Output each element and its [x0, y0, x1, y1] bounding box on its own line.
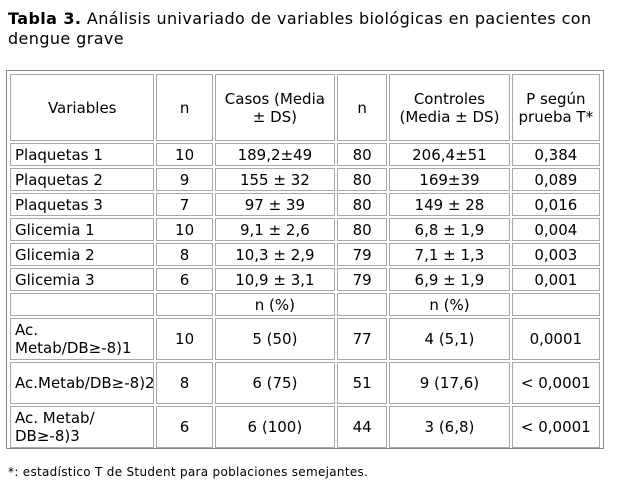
cell-p-value: < 0,0001 [511, 362, 600, 404]
cell-n-casos: 7 [156, 193, 213, 216]
cell-n-controles: 79 [337, 243, 388, 266]
cell-casos: 10,9 ± 3,1 [214, 268, 336, 291]
cell-empty [511, 293, 600, 316]
cell-controles: 3 (6,8) [389, 406, 510, 448]
cell-casos: 189,2±49 [214, 143, 336, 166]
cell-n-controles: 80 [337, 218, 388, 241]
cell-variable: Glicemia 1 [10, 218, 155, 241]
cell-controles: 4 (5,1) [389, 318, 510, 360]
table-row: Glicemia 3 6 10,9 ± 3,1 79 6,9 ± 1,9 0,001 [10, 268, 600, 291]
table-caption: Tabla 3. Análisis univariado de variable… [8, 9, 620, 49]
subheader-row: n (%) n (%) [10, 293, 600, 316]
header-casos: Casos (Media ± DS) [214, 74, 336, 141]
table-row: Ac. Metab/ DB≥-8)3 6 6 (100) 44 3 (6,8) < 0,0… [10, 406, 600, 448]
cell-casos: 5 (50) [214, 318, 336, 360]
cell-variable: Glicemia 2 [10, 243, 155, 266]
cell-variable: Plaquetas 2 [10, 168, 155, 191]
cell-empty [156, 293, 213, 316]
cell-controles: 149 ± 28 [389, 193, 510, 216]
footnote-text: : estadístico T de Student para poblacio… [14, 465, 369, 479]
cell-variable: Plaquetas 1 [10, 143, 155, 166]
cell-casos: 6 (100) [214, 406, 336, 448]
cell-p-value: < 0,0001 [511, 406, 600, 448]
table-row: Glicemia 1 10 9,1 ± 2,6 80 6,8 ± 1,9 0,004 [10, 218, 600, 241]
cell-p-value: 0,089 [511, 168, 600, 191]
cell-controles: 169±39 [389, 168, 510, 191]
subheader-controles: n (%) [389, 293, 510, 316]
cell-n-casos: 9 [156, 168, 213, 191]
cell-n-casos: 10 [156, 218, 213, 241]
cell-controles: 7,1 ± 1,3 [389, 243, 510, 266]
cell-casos: 10,3 ± 2,9 [214, 243, 336, 266]
cell-n-controles: 51 [337, 362, 388, 404]
cell-empty [10, 293, 155, 316]
cell-variable: Ac. Metab/DB≥-8)1 [10, 318, 155, 360]
results-table-container: Variables n Casos (Media ± DS) n Control… [6, 70, 604, 449]
cell-variable: Ac. Metab/ DB≥-8)3 [10, 406, 155, 448]
cell-variable: Plaquetas 3 [10, 193, 155, 216]
cell-controles: 6,9 ± 1,9 [389, 268, 510, 291]
cell-casos: 97 ± 39 [214, 193, 336, 216]
header-n-controles: n [337, 74, 388, 141]
cell-empty [337, 293, 388, 316]
cell-n-casos: 8 [156, 243, 213, 266]
cell-casos: 9,1 ± 2,6 [214, 218, 336, 241]
cell-p-value: 0,0001 [511, 318, 600, 360]
cell-controles: 9 (17,6) [389, 362, 510, 404]
cell-variable: Ac.Metab/DB≥-8)2 [10, 362, 155, 404]
cell-n-controles: 80 [337, 168, 388, 191]
header-n-casos: n [156, 74, 213, 141]
cell-n-controles: 77 [337, 318, 388, 360]
cell-n-casos: 6 [156, 406, 213, 448]
cell-variable: Glicemia 3 [10, 268, 155, 291]
cell-n-controles: 80 [337, 143, 388, 166]
footnote: *: estadístico T de Student para poblaci… [8, 465, 368, 479]
cell-n-controles: 80 [337, 193, 388, 216]
table-row: Ac. Metab/DB≥-8)1 10 5 (50) 77 4 (5,1) 0,0001 [10, 318, 600, 360]
header-variables: Variables [10, 74, 155, 141]
cell-controles: 206,4±51 [389, 143, 510, 166]
cell-n-casos: 10 [156, 318, 213, 360]
table-row: Plaquetas 3 7 97 ± 39 80 149 ± 28 0,016 [10, 193, 600, 216]
cell-casos: 6 (75) [214, 362, 336, 404]
subheader-casos: n (%) [214, 293, 336, 316]
cell-n-casos: 8 [156, 362, 213, 404]
table-row: Plaquetas 2 9 155 ± 32 80 169±39 0,089 [10, 168, 600, 191]
cell-n-controles: 44 [337, 406, 388, 448]
header-p-value: P según prueba T* [511, 74, 600, 141]
table-row: Plaquetas 1 10 189,2±49 80 206,4±51 0,384 [10, 143, 600, 166]
cell-p-value: 0,004 [511, 218, 600, 241]
cell-p-value: 0,016 [511, 193, 600, 216]
caption-label: Tabla 3. [8, 9, 82, 28]
footnote-mark: * [8, 465, 15, 479]
table-row: Glicemia 2 8 10,3 ± 2,9 79 7,1 ± 1,3 0,003 [10, 243, 600, 266]
cell-n-controles: 79 [337, 268, 388, 291]
cell-p-value: 0,001 [511, 268, 600, 291]
table-row: Ac.Metab/DB≥-8)2 8 6 (75) 51 9 (17,6) < 0,000… [10, 362, 600, 404]
results-table: Variables n Casos (Media ± DS) n Control… [8, 72, 602, 450]
cell-n-casos: 10 [156, 143, 213, 166]
cell-p-value: 0,003 [511, 243, 600, 266]
cell-controles: 6,8 ± 1,9 [389, 218, 510, 241]
cell-casos: 155 ± 32 [214, 168, 336, 191]
caption-text: Análisis univariado de variables biológi… [8, 9, 592, 48]
header-controles: Controles (Media ± DS) [389, 74, 510, 141]
cell-p-value: 0,384 [511, 143, 600, 166]
header-row: Variables n Casos (Media ± DS) n Control… [10, 74, 600, 141]
cell-n-casos: 6 [156, 268, 213, 291]
